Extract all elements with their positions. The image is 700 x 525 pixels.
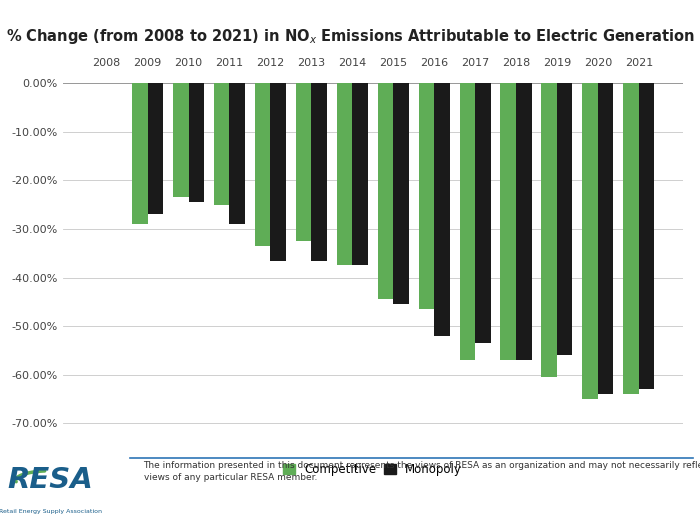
- Bar: [393, 83, 409, 304]
- Bar: [270, 83, 286, 260]
- Bar: [352, 83, 368, 266]
- Bar: [475, 83, 491, 343]
- Text: Retail Energy Supply Association: Retail Energy Supply Association: [0, 509, 102, 514]
- Bar: [434, 83, 449, 336]
- Bar: [188, 83, 204, 202]
- Bar: [312, 83, 327, 260]
- Text: % Change (from 2008 to 2021) in NO$_x$ Emissions Attributable to Electric Genera: % Change (from 2008 to 2021) in NO$_x$ E…: [6, 27, 694, 46]
- Bar: [459, 83, 475, 360]
- Text: RESA: RESA: [7, 466, 93, 494]
- Bar: [598, 83, 613, 394]
- Bar: [214, 83, 230, 205]
- Bar: [337, 83, 352, 266]
- Bar: [419, 83, 434, 309]
- Bar: [255, 83, 270, 246]
- Bar: [516, 83, 531, 360]
- Legend: Competitive, Monopoly: Competitive, Monopoly: [284, 463, 462, 476]
- Bar: [623, 83, 639, 394]
- Bar: [541, 83, 557, 377]
- Bar: [557, 83, 573, 355]
- Bar: [148, 83, 163, 214]
- Bar: [132, 83, 148, 224]
- Bar: [639, 83, 654, 390]
- Bar: [230, 83, 245, 224]
- Bar: [173, 83, 188, 197]
- Text: The information presented in this document represents the views of RESA as an or: The information presented in this docume…: [144, 461, 700, 482]
- Bar: [582, 83, 598, 399]
- Bar: [378, 83, 393, 299]
- Bar: [500, 83, 516, 360]
- Bar: [296, 83, 312, 241]
